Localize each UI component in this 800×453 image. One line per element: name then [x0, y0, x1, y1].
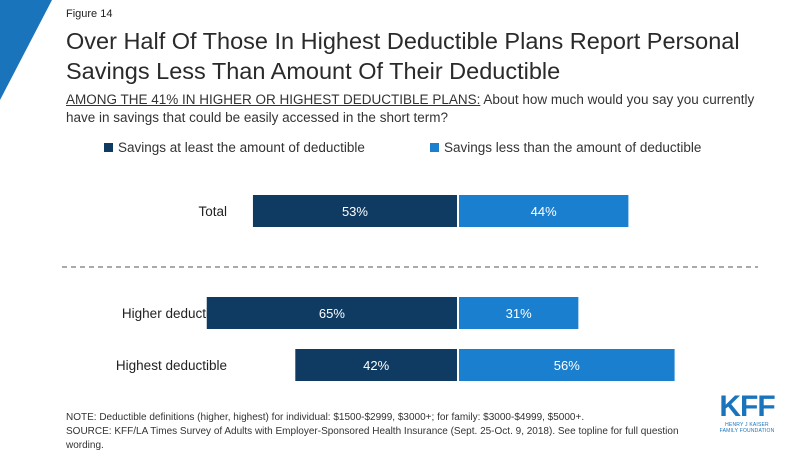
legend-label-savings-less: Savings less than the amount of deductib…	[444, 140, 702, 155]
bar-savings-less-total	[459, 195, 629, 227]
source-text: SOURCE: KFF/LA Times Survey of Adults wi…	[66, 426, 679, 451]
legend-swatch-dark	[104, 143, 113, 152]
corner-accent-shape	[0, 0, 52, 100]
legend-item-savings-less: Savings less than the amount of deductib…	[430, 140, 701, 155]
legend-item-savings-at-least: Savings at least the amount of deductibl…	[104, 140, 365, 155]
logo-wordmark: KFF	[719, 390, 775, 423]
footnote: NOTE: Deductible definitions (higher, hi…	[66, 411, 706, 453]
logo-subline-2: FAMILY FOUNDATION	[719, 428, 775, 434]
logo-subline-1: HENRY J KAISER	[725, 422, 769, 428]
data-label-savings-less-highest-deductible: 56%	[554, 358, 580, 373]
category-label-higher-deductible: Higher deductible	[122, 306, 227, 321]
bar-savings-at-least-highest-deductible	[295, 349, 457, 381]
bar-savings-less-highest-deductible	[459, 349, 675, 381]
chart-subtitle: AMONG THE 41% IN HIGHER OR HIGHEST DEDUC…	[66, 91, 786, 127]
kff-logo: KFF HENRY J KAISER FAMILY FOUNDATION	[714, 390, 780, 435]
bar-savings-at-least-total	[252, 195, 457, 227]
legend-label-savings-at-least: Savings at least the amount of deductibl…	[118, 140, 365, 155]
note-text: NOTE: Deductible definitions (higher, hi…	[66, 412, 585, 423]
bar-chart: Total 53% 44% Higher deductible 65% 31% Highes…	[62, 195, 758, 381]
legend-swatch-light	[430, 143, 439, 152]
subtitle-population: AMONG THE 41% IN HIGHER OR HIGHEST DEDUC…	[66, 92, 481, 107]
bar-savings-less-higher-deductible	[459, 297, 579, 329]
data-label-savings-at-least-higher-deductible: 65%	[319, 306, 345, 321]
data-label-savings-less-higher-deductible: 31%	[506, 306, 532, 321]
data-label-savings-less-total: 44%	[531, 204, 557, 219]
figure-label: Figure 14	[66, 8, 113, 20]
category-label-total: Total	[198, 204, 227, 219]
data-label-savings-at-least-highest-deductible: 42%	[363, 358, 389, 373]
category-label-highest-deductible: Highest deductible	[116, 358, 227, 373]
data-label-savings-at-least-total: 53%	[342, 204, 368, 219]
bar-savings-at-least-higher-deductible	[206, 297, 457, 329]
chart-title: Over Half Of Those In Highest Deductible…	[66, 28, 740, 84]
subtitle-question: About how much would you say you current…	[66, 92, 755, 125]
